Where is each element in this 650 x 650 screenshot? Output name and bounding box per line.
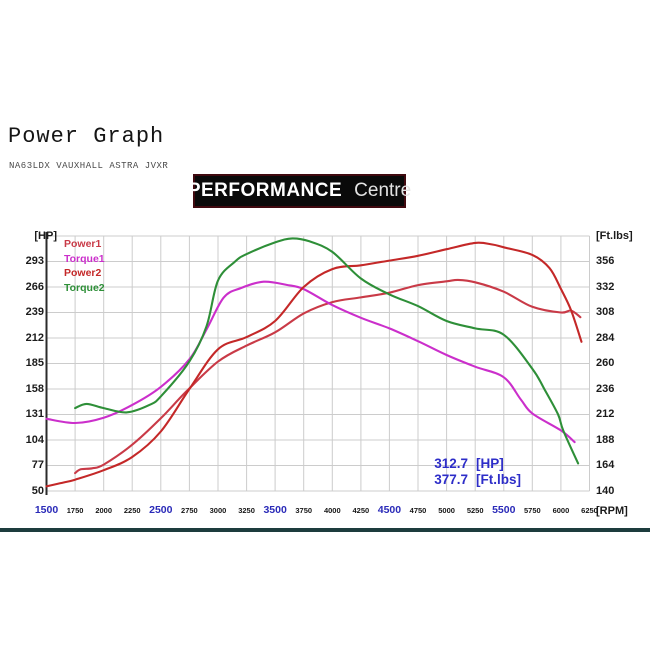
ftlbs-tick-356: 356 bbox=[596, 255, 615, 267]
ftlbs-tick-212: 212 bbox=[596, 408, 615, 420]
rpm-tick-3000: 3000 bbox=[209, 506, 227, 515]
hp-tick-266: 266 bbox=[25, 280, 44, 293]
hp-tick-212: 212 bbox=[25, 331, 44, 344]
peak-power-value: 312.7 bbox=[434, 456, 468, 471]
ftlbs-tick-284: 284 bbox=[596, 331, 615, 344]
rpm-tick-5750: 5750 bbox=[523, 506, 541, 515]
logo-secondary-text: Centre bbox=[354, 180, 412, 201]
rpm-tick-6250: 6250 bbox=[581, 506, 598, 515]
rpm-axis-unit-label: [RPM] bbox=[596, 505, 628, 517]
grid bbox=[46, 235, 590, 492]
rpm-tick-3500: 3500 bbox=[263, 504, 287, 516]
legend-item-power2: Power2 bbox=[64, 267, 102, 279]
rpm-tick-4500: 4500 bbox=[377, 504, 402, 516]
legend-item-power1: Power1 bbox=[64, 238, 102, 250]
rpm-tick-3250: 3250 bbox=[238, 506, 255, 515]
chart-legend: Power1 Torque1 Power2 Torque2 bbox=[64, 237, 105, 295]
rpm-tick-4750: 4750 bbox=[409, 506, 427, 515]
hp-tick-293: 293 bbox=[25, 255, 44, 267]
ftlbs-tick-188: 188 bbox=[596, 433, 615, 446]
peak-values-annotation: 312.7 [HP] 377.7 [Ft.lbs] bbox=[424, 456, 540, 488]
hp-tick-185: 185 bbox=[25, 357, 44, 369]
ftlbs-tick-332: 332 bbox=[596, 280, 615, 293]
rpm-tick-2250: 2250 bbox=[123, 506, 141, 515]
peak-torque-value: 377.7 bbox=[434, 472, 468, 487]
ftlbs-tick-164: 164 bbox=[596, 459, 615, 471]
rpm-tick-1500: 1500 bbox=[34, 504, 59, 516]
ftlbs-tick-140: 140 bbox=[596, 484, 615, 497]
hp-axis-unit-label: [HP] bbox=[34, 230, 57, 242]
peak-torque-unit: [Ft.lbs] bbox=[476, 472, 521, 487]
rpm-tick-4250: 4250 bbox=[352, 506, 370, 515]
series-power1-curve bbox=[74, 278, 582, 475]
rpm-tick-2750: 2750 bbox=[181, 506, 198, 515]
rpm-tick-4000: 4000 bbox=[323, 506, 341, 515]
hp-tick-77: 77 bbox=[31, 459, 44, 471]
ftlbs-tick-236: 236 bbox=[596, 382, 615, 395]
ftlbs-axis-unit-label: [Ft.lbs] bbox=[596, 230, 633, 242]
peak-torque-row: 377.7 [Ft.lbs] bbox=[424, 472, 540, 488]
legend-item-torque1: Torque1 bbox=[64, 252, 105, 265]
performance-centre-logo: PERFORMANCE Centre bbox=[188, 174, 411, 208]
rpm-tick-1750: 1750 bbox=[66, 506, 84, 515]
hp-tick-50: 50 bbox=[31, 484, 44, 497]
rpm-tick-5000: 5000 bbox=[438, 506, 455, 515]
ftlbs-tick-260: 260 bbox=[596, 357, 615, 369]
rpm-tick-2500: 2500 bbox=[149, 504, 173, 516]
logo-primary-text: PERFORMANCE bbox=[187, 180, 343, 201]
rpm-tick-5250: 5250 bbox=[466, 506, 484, 515]
hp-tick-239: 239 bbox=[25, 306, 44, 318]
rpm-tick-2000: 2000 bbox=[95, 506, 112, 515]
ftlbs-tick-308: 308 bbox=[596, 306, 615, 318]
page-title: Power Graph bbox=[8, 124, 165, 149]
series-torque1-curve bbox=[45, 280, 576, 444]
vehicle-subtitle: NA63LDX VAUXHALL ASTRA JVXR bbox=[9, 161, 169, 171]
peak-power-row: 312.7 [HP] bbox=[424, 456, 540, 472]
rpm-tick-5500: 5500 bbox=[492, 504, 516, 516]
rpm-tick-3750: 3750 bbox=[295, 506, 313, 515]
peak-power-unit: [HP] bbox=[476, 456, 504, 471]
rpm-tick-6000: 6000 bbox=[552, 506, 570, 515]
hp-tick-158: 158 bbox=[25, 382, 44, 395]
legend-item-torque2: Torque2 bbox=[64, 281, 105, 294]
hp-tick-131: 131 bbox=[25, 408, 44, 420]
hp-tick-104: 104 bbox=[25, 433, 44, 446]
bottom-separator-bar bbox=[0, 528, 650, 532]
series-torque2-curve bbox=[74, 237, 580, 465]
